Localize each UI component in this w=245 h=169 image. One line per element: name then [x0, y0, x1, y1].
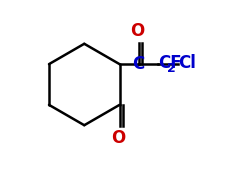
Text: O: O	[130, 22, 144, 40]
Text: C: C	[133, 55, 145, 73]
Text: CF: CF	[158, 54, 182, 72]
Text: O: O	[111, 129, 125, 147]
Text: Cl: Cl	[179, 54, 196, 72]
Text: 2: 2	[167, 62, 175, 75]
